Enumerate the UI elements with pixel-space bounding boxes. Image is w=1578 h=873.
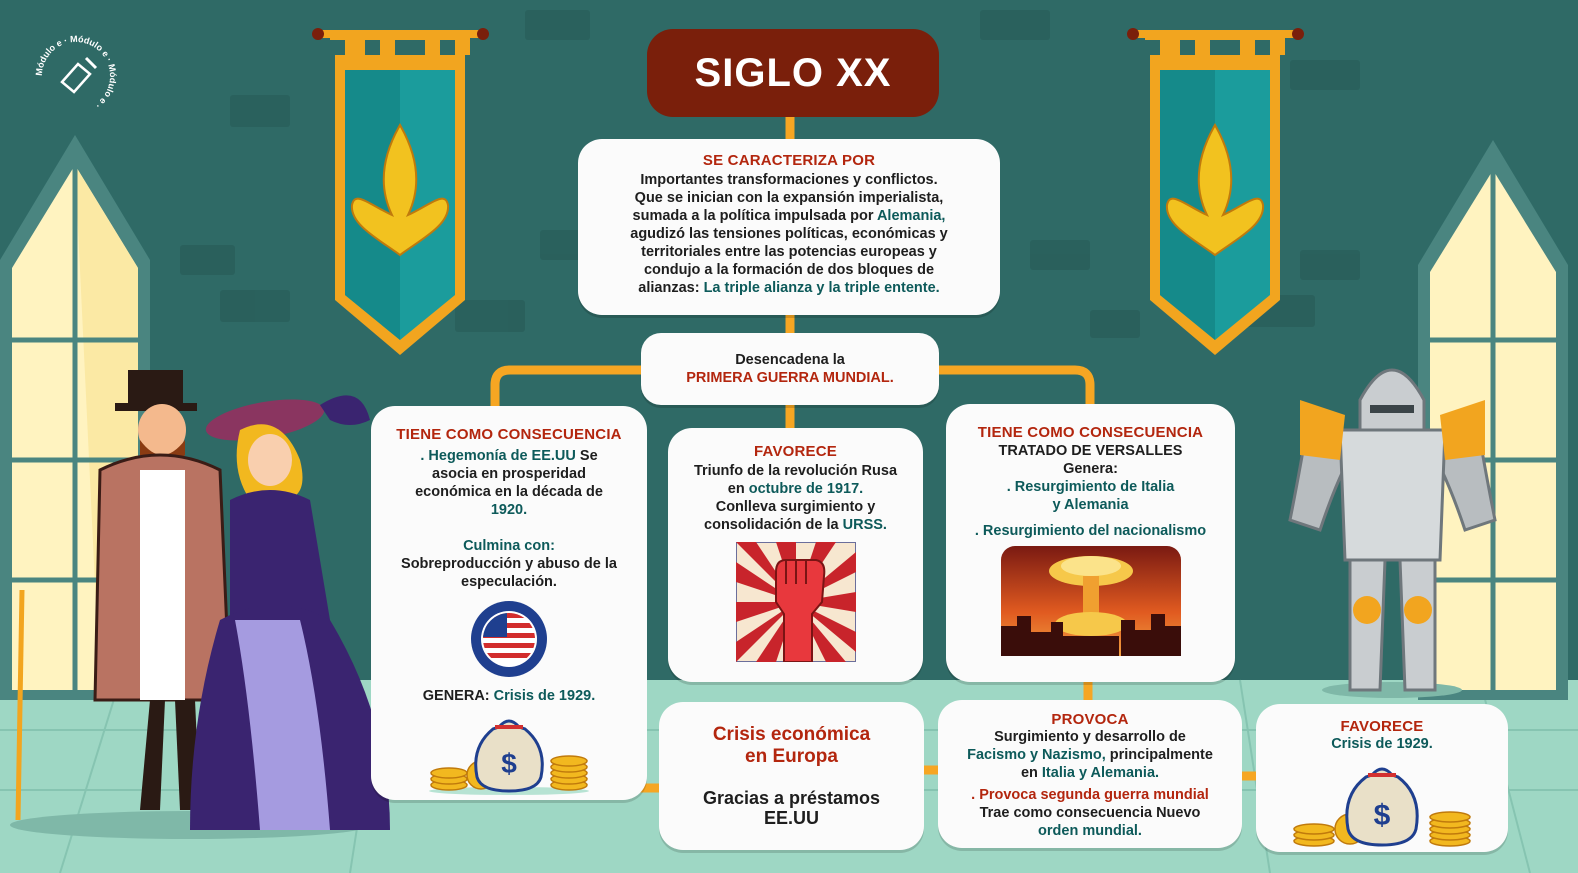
victorian-couple-icon (10, 370, 390, 839)
crisis-europe-line3: Gracias a préstamos (702, 788, 881, 808)
favors-right-header: FAVORECE (1340, 718, 1424, 735)
knight-armor-icon (1288, 368, 1497, 698)
banner-fleur-de-lis-icon (312, 28, 489, 355)
money-bag-icon: $ (1293, 767, 1471, 847)
trigger-node: Desencadena la PRIMERA GUERRA MUNDIAL. (641, 333, 939, 405)
favors-right-node: FAVORECE Crisis de 1929. $ (1256, 704, 1508, 852)
trigger-line2: PRIMERA GUERRA MUNDIAL. (686, 370, 894, 386)
svg-text:$: $ (1374, 799, 1391, 832)
pen-logo-icon: Módulo e · Módulo e · Módulo e · (34, 34, 118, 111)
middle-favors-node: FAVORECE Triunfo de la revolución Rusa e… (668, 428, 923, 682)
middle-favors-header: FAVORECE (753, 443, 837, 460)
characterize-node: SE CARACTERIZA POR Importantes transform… (578, 139, 1000, 315)
right-consequence-header: TIENE COMO CONSECUENCIA (977, 424, 1204, 441)
provoca-header: PROVOCA (1051, 711, 1129, 728)
provoca-node: PROVOCA Surgimiento y desarrollo de Faci… (938, 700, 1242, 848)
money-bag-icon: $ (429, 719, 589, 795)
right-consequence-node: TIENE COMO CONSECUENCIA TRATADO DE VERSA… (946, 404, 1235, 682)
svg-text:Módulo e · Módulo e · Módulo e: Módulo e · Módulo e · Módulo e · (34, 34, 118, 111)
crisis-europe-title-1: Crisis económica (712, 724, 871, 745)
trigger-line1: Desencadena la (735, 352, 845, 368)
crisis-europe-line4: EE.UU (763, 808, 819, 828)
characterize-header: SE CARACTERIZA POR (702, 152, 876, 169)
favors-right-text: Crisis de 1929. (1331, 736, 1433, 752)
crisis-europe-title-2: en Europa (745, 746, 838, 767)
characterize-text: Importantes transformaciones y conflicto… (630, 172, 948, 296)
left-consequence-node: TIENE COMO CONSECUENCIA . Hegemonía de E… (371, 406, 647, 800)
page-title: SIGLO XX (647, 29, 939, 117)
left-consequence-header: TIENE COMO CONSECUENCIA (396, 426, 622, 443)
usa-flag-badge-icon (471, 601, 547, 677)
nuclear-explosion-icon (1000, 546, 1181, 656)
raised-fist-icon (735, 542, 856, 662)
crisis-europe-node: Crisis económica en Europa Gracias a pré… (659, 702, 924, 850)
svg-text:$: $ (501, 748, 517, 779)
